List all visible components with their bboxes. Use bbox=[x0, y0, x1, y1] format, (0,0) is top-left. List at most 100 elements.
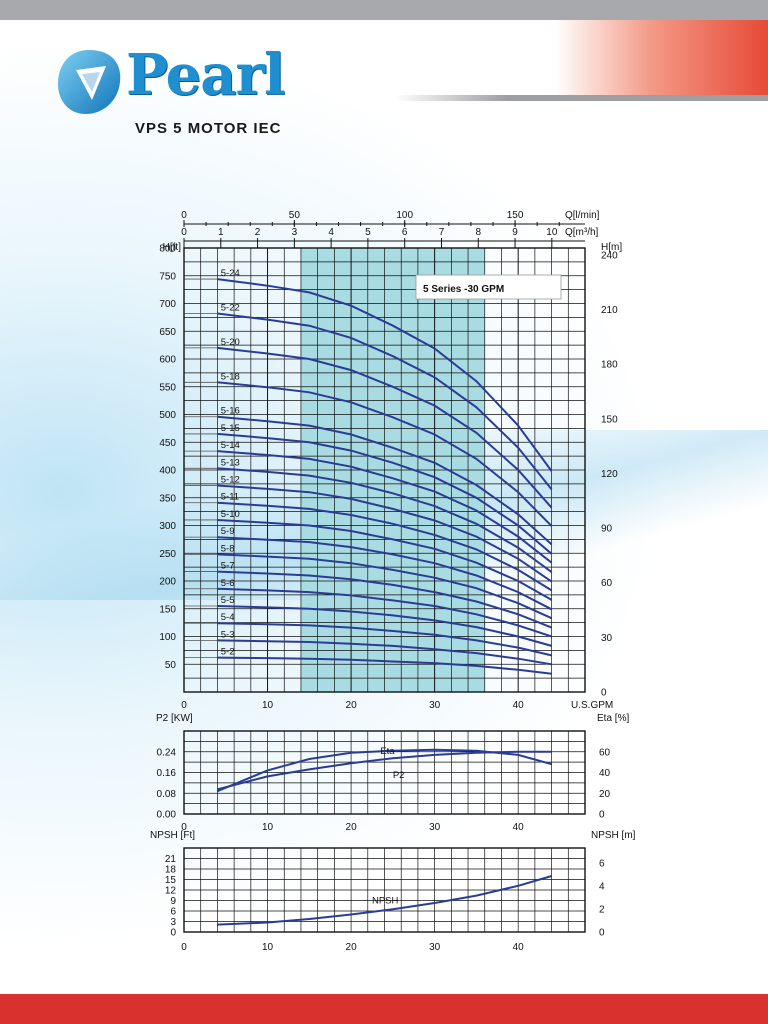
y2-tick-label: 40 bbox=[599, 768, 611, 779]
y-tick-label: 550 bbox=[159, 382, 176, 393]
y-tick-label: 0.16 bbox=[157, 768, 177, 779]
series-label-5-8: 5-8 bbox=[221, 543, 235, 554]
x-tick-label: 10 bbox=[262, 822, 274, 833]
y-tick-label: 0.00 bbox=[157, 810, 177, 821]
top-lmin-tick-label: 0 bbox=[181, 210, 187, 221]
y-axis-label: H[ft] bbox=[163, 242, 182, 253]
series-curve-5-8 bbox=[217, 553, 553, 620]
series-curve-5-6 bbox=[217, 587, 552, 638]
chart-title-box bbox=[415, 274, 562, 300]
series-label-5-3: 5-3 bbox=[221, 629, 235, 640]
top-m3h-tick-label: 8 bbox=[475, 227, 481, 238]
series-curve-Eta bbox=[217, 748, 552, 793]
chart-title: 5 Series -30 GPM bbox=[423, 284, 504, 295]
x-tick-label: 40 bbox=[513, 942, 525, 953]
series-curve-5-13 bbox=[217, 467, 553, 573]
top-m3h-axis-label: Q[m³/h] bbox=[565, 227, 599, 238]
top-red-gradient bbox=[555, 20, 768, 95]
series-label-5-4: 5-4 bbox=[221, 612, 235, 623]
top-lmin-tick-label: 150 bbox=[507, 210, 524, 221]
y-tick-label: 15 bbox=[165, 875, 177, 886]
series-label-NPSH: NPSH bbox=[372, 896, 399, 907]
series-curve-5-4 bbox=[217, 622, 552, 657]
series-label-5-24: 5-24 bbox=[221, 268, 240, 279]
y-tick-label: 300 bbox=[159, 521, 176, 532]
series-label-5-15: 5-15 bbox=[221, 423, 240, 434]
y2-tick-label: 210 bbox=[601, 305, 618, 316]
series-curve-5-3 bbox=[217, 639, 552, 666]
series-curve-5-15 bbox=[217, 432, 553, 555]
top-m3h-tick-label: 1 bbox=[218, 227, 224, 238]
y2-axis-label: NPSH [m] bbox=[591, 830, 636, 841]
y2-tick-label: 180 bbox=[601, 360, 618, 371]
y2-tick-label: 2 bbox=[599, 904, 605, 915]
x-tick-label: 20 bbox=[346, 700, 358, 711]
bottom-red-bar bbox=[0, 994, 768, 1024]
top-gray-line bbox=[395, 95, 768, 101]
series-curve-5-11 bbox=[217, 501, 553, 592]
y-tick-label: 50 bbox=[165, 660, 177, 671]
y2-tick-label: 0 bbox=[601, 688, 607, 699]
y-tick-label: 21 bbox=[165, 854, 177, 865]
page-subtitle: VPS 5 MOTOR IEC bbox=[135, 120, 282, 137]
series-label-5-18: 5-18 bbox=[221, 371, 240, 382]
top-lmin-tick-label: 100 bbox=[396, 210, 413, 221]
y-tick-label: 100 bbox=[159, 632, 176, 643]
y-tick-label: 9 bbox=[170, 896, 176, 907]
top-m3h-tick-label: 5 bbox=[365, 227, 371, 238]
series-label-5-2: 5-2 bbox=[221, 647, 235, 658]
y-tick-label: 700 bbox=[159, 299, 176, 310]
y2-tick-label: 60 bbox=[601, 578, 613, 589]
series-label-5-9: 5-9 bbox=[221, 526, 235, 537]
series-label-5-11: 5-11 bbox=[221, 492, 239, 503]
top-lmin-axis-label: Q[l/min] bbox=[565, 210, 600, 221]
x-axis-label: U.S.GPM bbox=[571, 700, 613, 711]
x-tick-label: 30 bbox=[429, 942, 441, 953]
top-m3h-tick-label: 7 bbox=[439, 227, 445, 238]
series-curve-5-9 bbox=[217, 536, 553, 611]
y-tick-label: 0.24 bbox=[157, 747, 177, 758]
y2-tick-label: 0 bbox=[599, 810, 605, 821]
x-tick-label: 0 bbox=[181, 942, 187, 953]
series-label-5-6: 5-6 bbox=[221, 578, 235, 589]
series-label-5-7: 5-7 bbox=[221, 561, 235, 572]
top-m3h-tick-label: 6 bbox=[402, 227, 408, 238]
series-curve-NPSH bbox=[217, 875, 552, 926]
x-tick-label: 10 bbox=[262, 942, 274, 953]
y-tick-label: 750 bbox=[159, 271, 176, 282]
plot-frame bbox=[183, 730, 586, 815]
power-efficiency-chart: 0.00 0.08 0.16 0.24 P2 [KW] 0 20 40 60 Eta [%] 0 10… bbox=[156, 713, 629, 833]
y2-tick-label: 30 bbox=[601, 633, 613, 644]
y2-tick-label: 6 bbox=[599, 858, 605, 869]
series-label-5-12: 5-12 bbox=[221, 475, 240, 486]
x-tick-label: 10 bbox=[262, 700, 274, 711]
series-curve-5-12 bbox=[217, 484, 553, 583]
series-label-5-16: 5-16 bbox=[221, 406, 240, 417]
y2-tick-label: 60 bbox=[599, 747, 611, 758]
series-label-5-5: 5-5 bbox=[221, 595, 235, 606]
y-tick-label: 500 bbox=[159, 410, 176, 421]
y-tick-label: 650 bbox=[159, 327, 176, 338]
top-gray-bar bbox=[0, 0, 768, 20]
x-tick-label: 30 bbox=[429, 822, 441, 833]
series-curve-5-10 bbox=[217, 519, 553, 601]
series-label-Eta: Eta bbox=[380, 746, 395, 757]
y-tick-label: 200 bbox=[159, 577, 176, 588]
y2-tick-label: 4 bbox=[599, 881, 605, 892]
y-tick-label: 18 bbox=[165, 865, 177, 876]
y-tick-label: 150 bbox=[159, 604, 176, 615]
x-tick-label: 0 bbox=[181, 822, 187, 833]
y2-axis-label: H[m] bbox=[601, 242, 622, 253]
plot-frame bbox=[183, 247, 586, 693]
series-curve-5-5 bbox=[217, 605, 552, 647]
y-axis-label: NPSH [Ft] bbox=[150, 830, 195, 841]
series-curve-5-24 bbox=[217, 278, 553, 472]
y2-tick-label: 0 bbox=[599, 928, 605, 939]
x-tick-label: 30 bbox=[429, 700, 441, 711]
y-tick-label: 12 bbox=[165, 886, 177, 897]
series-curve-5-22 bbox=[217, 312, 553, 491]
x-tick-label: 20 bbox=[346, 942, 358, 953]
x-tick-label: 40 bbox=[513, 822, 525, 833]
